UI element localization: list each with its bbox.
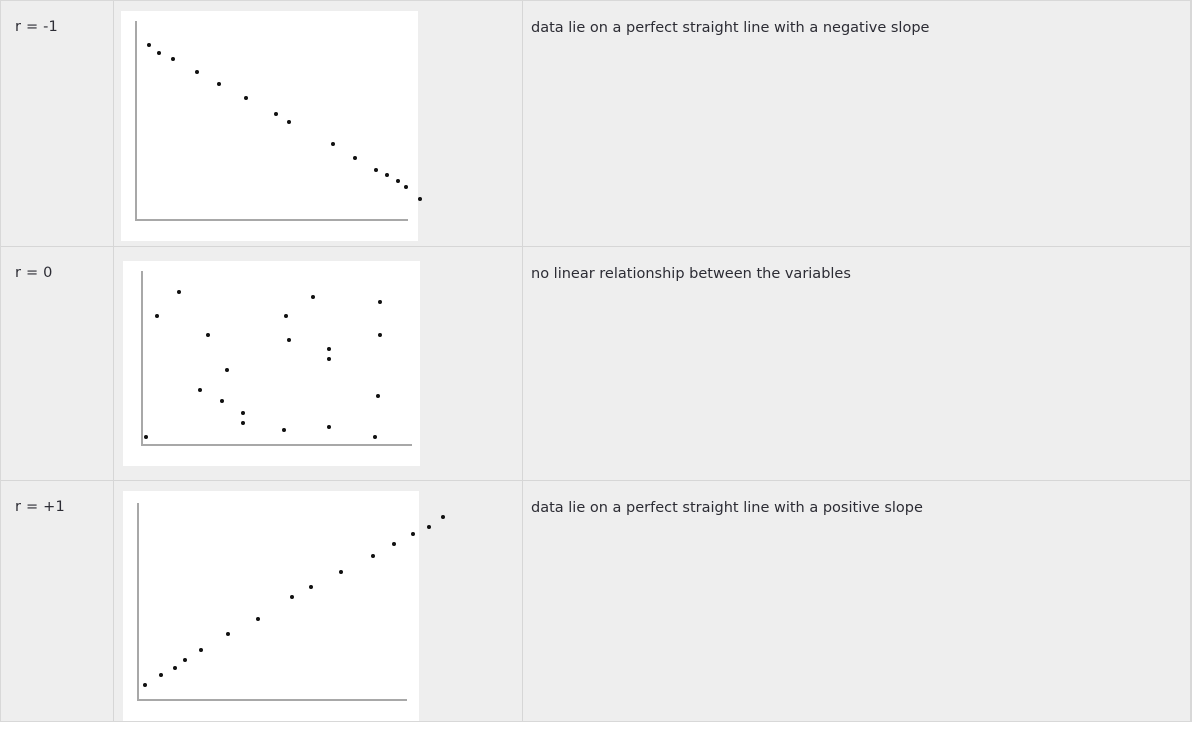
- data-point: [195, 70, 200, 75]
- cell-interpretation: data lie on a perfect straight line with…: [523, 1, 1190, 246]
- x-axis-line: [141, 444, 412, 446]
- table-row: r = 0 no linear relationship between the…: [1, 247, 1190, 481]
- data-point: [159, 673, 164, 678]
- cell-interpretation: data lie on a perfect straight line with…: [523, 481, 1190, 721]
- data-point: [176, 289, 181, 294]
- data-point: [395, 179, 400, 184]
- data-point: [273, 112, 278, 117]
- cell-scatter-plot: [114, 1, 523, 246]
- data-point: [286, 338, 291, 343]
- cell-correlation-value: r = 0: [1, 247, 114, 480]
- data-point: [281, 428, 286, 433]
- correlation-value-label: r = -1: [15, 19, 58, 35]
- data-point: [241, 410, 246, 415]
- table-row: r = +1 data lie on a perfect straight li…: [1, 481, 1190, 721]
- interpretation-text: no linear relationship between the varia…: [531, 266, 851, 282]
- data-point: [378, 300, 383, 305]
- data-point: [373, 435, 378, 440]
- data-point: [327, 346, 332, 351]
- data-point: [330, 141, 335, 146]
- scatter-plot-positive-one: [123, 491, 445, 721]
- y-axis-line: [141, 271, 143, 446]
- data-point: [144, 435, 149, 440]
- data-point: [172, 665, 177, 670]
- cell-scatter-plot: [114, 481, 523, 721]
- data-point: [155, 313, 160, 318]
- cell-correlation-value: r = +1: [1, 481, 114, 721]
- plot-area: [123, 491, 445, 721]
- data-point: [284, 313, 289, 318]
- data-point: [411, 532, 416, 537]
- data-point: [183, 657, 188, 662]
- data-point: [309, 585, 314, 590]
- data-point: [199, 648, 204, 652]
- data-point: [375, 393, 380, 398]
- x-axis-line: [135, 219, 408, 221]
- data-point: [378, 333, 383, 337]
- data-point: [385, 173, 390, 178]
- data-point: [327, 357, 332, 362]
- x-axis-line: [137, 699, 407, 701]
- data-point: [157, 50, 162, 55]
- data-point: [217, 82, 221, 87]
- y-axis-line: [135, 21, 137, 221]
- data-point: [404, 185, 408, 190]
- data-point: [392, 542, 397, 547]
- data-point: [311, 294, 316, 299]
- cell-scatter-plot: [114, 247, 523, 480]
- data-point: [206, 333, 211, 337]
- interpretation-text: data lie on a perfect straight line with…: [531, 20, 930, 36]
- data-point: [327, 424, 332, 429]
- data-point: [225, 367, 230, 372]
- data-point: [143, 683, 148, 688]
- scatter-plot-negative-one: [121, 11, 422, 241]
- data-point: [244, 96, 249, 101]
- cell-correlation-value: r = -1: [1, 1, 114, 246]
- correlation-value-label: r = 0: [15, 265, 53, 281]
- data-point: [338, 569, 343, 574]
- scatter-plot-zero: [123, 261, 420, 466]
- plot-area: [123, 261, 420, 466]
- data-point: [170, 56, 175, 61]
- correlation-value-label: r = +1: [15, 499, 65, 515]
- plot-area: [121, 11, 422, 241]
- data-point: [255, 616, 260, 621]
- interpretation-text: data lie on a perfect straight line with…: [531, 500, 923, 516]
- data-point: [290, 595, 295, 600]
- data-point: [287, 119, 292, 124]
- data-point: [241, 421, 246, 426]
- data-point: [370, 553, 375, 558]
- data-point: [146, 42, 151, 47]
- data-point: [226, 632, 231, 637]
- data-point: [417, 197, 422, 202]
- cell-interpretation: no linear relationship between the varia…: [523, 247, 1190, 480]
- data-point: [352, 155, 357, 160]
- data-point: [374, 167, 379, 172]
- table-row: r = -1 data lie on a perfect straight li…: [1, 1, 1190, 247]
- data-point: [219, 398, 224, 403]
- data-point: [427, 524, 432, 529]
- y-axis-line: [137, 503, 139, 701]
- data-point: [440, 514, 445, 519]
- data-point: [198, 388, 203, 393]
